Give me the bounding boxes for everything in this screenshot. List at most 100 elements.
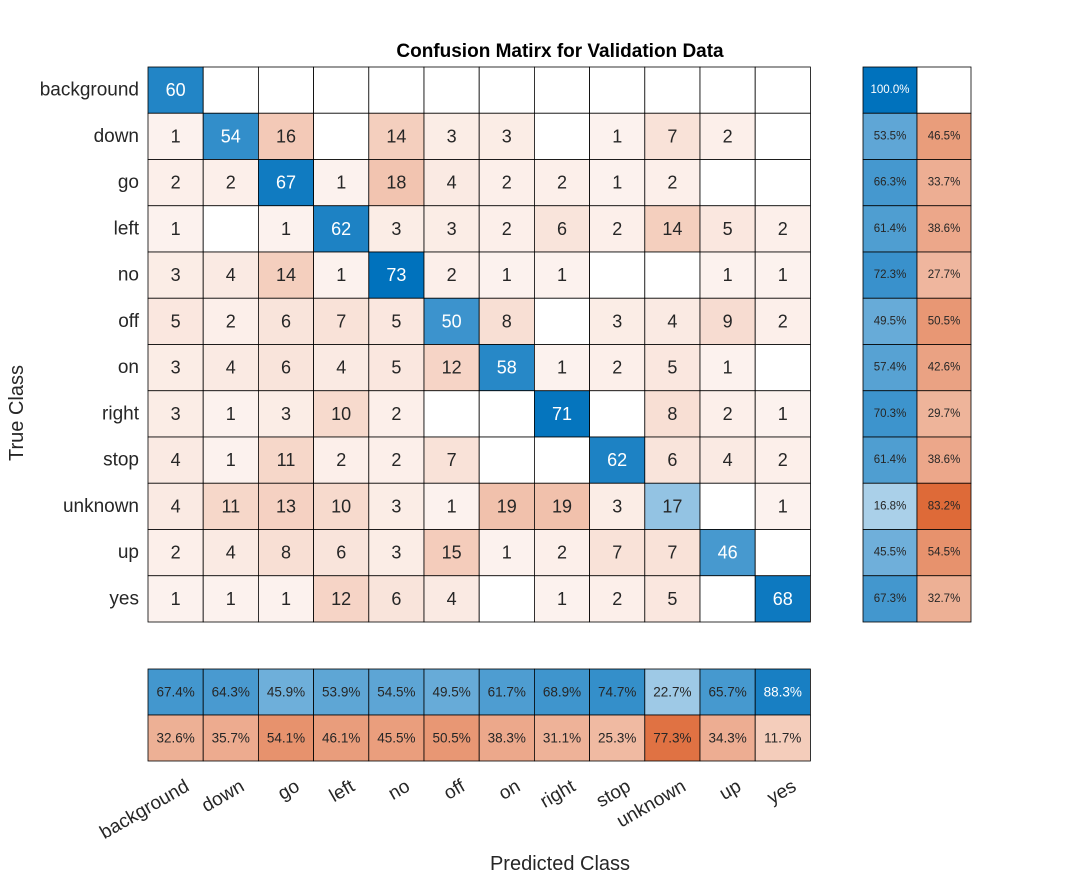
column-summary-value: 38.3% (488, 731, 526, 746)
matrix-cell (589, 251, 646, 299)
matrix-cell (644, 297, 701, 345)
x-tick-labels: background down go left no off on right stopunkn… (96, 776, 800, 844)
matrix-cell (589, 390, 646, 438)
matrix-cell-value: 6 (667, 450, 677, 470)
row-summary-value: 38.6% (928, 223, 961, 235)
matrix-cell-value: 1 (226, 404, 236, 424)
matrix-cell (478, 436, 535, 484)
row-summary-value: 54.5% (928, 547, 961, 559)
matrix-cell (257, 482, 314, 530)
matrix-cell (368, 436, 425, 484)
matrix-cell (257, 529, 314, 577)
matrix-cell-value: 4 (226, 265, 236, 285)
matrix-cell-value: 2 (447, 265, 457, 285)
matrix-cell (644, 66, 701, 114)
matrix-cell (313, 344, 370, 392)
matrix-cell-value: 1 (226, 589, 236, 609)
matrix-cell (644, 390, 701, 438)
matrix-cell-value: 18 (386, 173, 406, 193)
column-summary-incorrect-cell (754, 714, 811, 762)
matrix-cell (368, 390, 425, 438)
matrix-cell-value: 60 (166, 80, 186, 100)
column-summary-value: 45.5% (377, 731, 415, 746)
matrix-cell (534, 66, 591, 114)
matrix-cell (478, 529, 535, 577)
matrix-cell (147, 66, 204, 114)
matrix-cell (589, 529, 646, 577)
matrix-cell (368, 529, 425, 577)
matrix-cell (202, 297, 259, 345)
row-summary-correct-cell (862, 436, 918, 484)
matrix-cell (423, 112, 480, 160)
matrix-cell-value: 19 (552, 496, 572, 516)
row-summary-value: 66.3% (874, 177, 907, 189)
y-axis-label: True Class (6, 365, 28, 461)
matrix-cell (257, 344, 314, 392)
matrix-cell-value: 3 (171, 404, 181, 424)
matrix-cell (202, 529, 259, 577)
matrix-cell (534, 112, 591, 160)
matrix-cell-value: 7 (667, 126, 677, 146)
column-summary-value: 22.7% (653, 685, 691, 700)
matrix-cell-value: 19 (497, 496, 517, 516)
x-tick-label: on (495, 776, 524, 805)
matrix-cell (313, 529, 370, 577)
column-summary-incorrect-cell (368, 714, 425, 762)
matrix-cell-value: 4 (226, 543, 236, 563)
matrix-cell-value: 1 (612, 126, 622, 146)
matrix-cell-value: 4 (336, 358, 346, 378)
matrix-cell-value: 1 (612, 173, 622, 193)
x-tick-label: right (537, 776, 580, 813)
matrix-cell (147, 297, 204, 345)
matrix-cell-value: 2 (612, 219, 622, 239)
matrix-cell-value: 46 (718, 543, 738, 563)
y-tick-label: up (118, 542, 139, 563)
matrix-cell-value: 1 (557, 358, 567, 378)
column-summary-correct-cell (534, 668, 591, 716)
column-summary-incorrect-cell (534, 714, 591, 762)
row-summary-correct-cell (862, 297, 918, 345)
column-summary-value: 65.7% (708, 685, 746, 700)
matrix-cell-value: 7 (667, 543, 677, 563)
y-tick-label: unknown (63, 496, 139, 517)
row-summary-value: 100.0% (870, 84, 909, 96)
row-summary-correct-cell (862, 344, 918, 392)
column-summary-correct-cell (754, 668, 811, 716)
row-summary-value: 67.3% (874, 593, 907, 605)
matrix-cell (147, 529, 204, 577)
column-summary-value: 68.9% (543, 685, 581, 700)
matrix-cell (478, 482, 535, 530)
column-summary-value: 88.3% (764, 685, 802, 700)
matrix-cell (699, 112, 756, 160)
matrix-cell-value: 1 (336, 265, 346, 285)
matrix-cell (754, 436, 811, 484)
matrix-cell (754, 66, 811, 114)
column-summary-value: 25.3% (598, 731, 636, 746)
y-tick-label: no (118, 265, 139, 286)
matrix-cell (534, 297, 591, 345)
matrix-cell (423, 482, 480, 530)
matrix-cell-value: 3 (391, 219, 401, 239)
matrix-cell-value: 14 (662, 219, 682, 239)
row-summary-value: 38.6% (928, 454, 961, 466)
x-axis-label: Predicted Class (490, 853, 630, 875)
y-tick-label: go (118, 172, 139, 193)
column-summary-value: 34.3% (708, 731, 746, 746)
column-summary-value: 46.1% (322, 731, 360, 746)
column-summary-correct-cell (423, 668, 480, 716)
matrix-cell-value: 6 (281, 358, 291, 378)
row-summary-incorrect-cell (916, 529, 972, 577)
matrix-cell (589, 205, 646, 253)
matrix-cell (202, 482, 259, 530)
row-summary-incorrect-cell (916, 436, 972, 484)
matrix-cell (368, 297, 425, 345)
matrix-cell-value: 8 (502, 311, 512, 331)
matrix-cell (699, 436, 756, 484)
matrix-cell-value: 2 (502, 173, 512, 193)
matrix-cell-value: 5 (391, 358, 401, 378)
matrix-cell-value: 4 (723, 450, 733, 470)
row-summary-correct-cell (862, 66, 918, 114)
matrix-cell (589, 575, 646, 623)
matrix-cell (202, 112, 259, 160)
